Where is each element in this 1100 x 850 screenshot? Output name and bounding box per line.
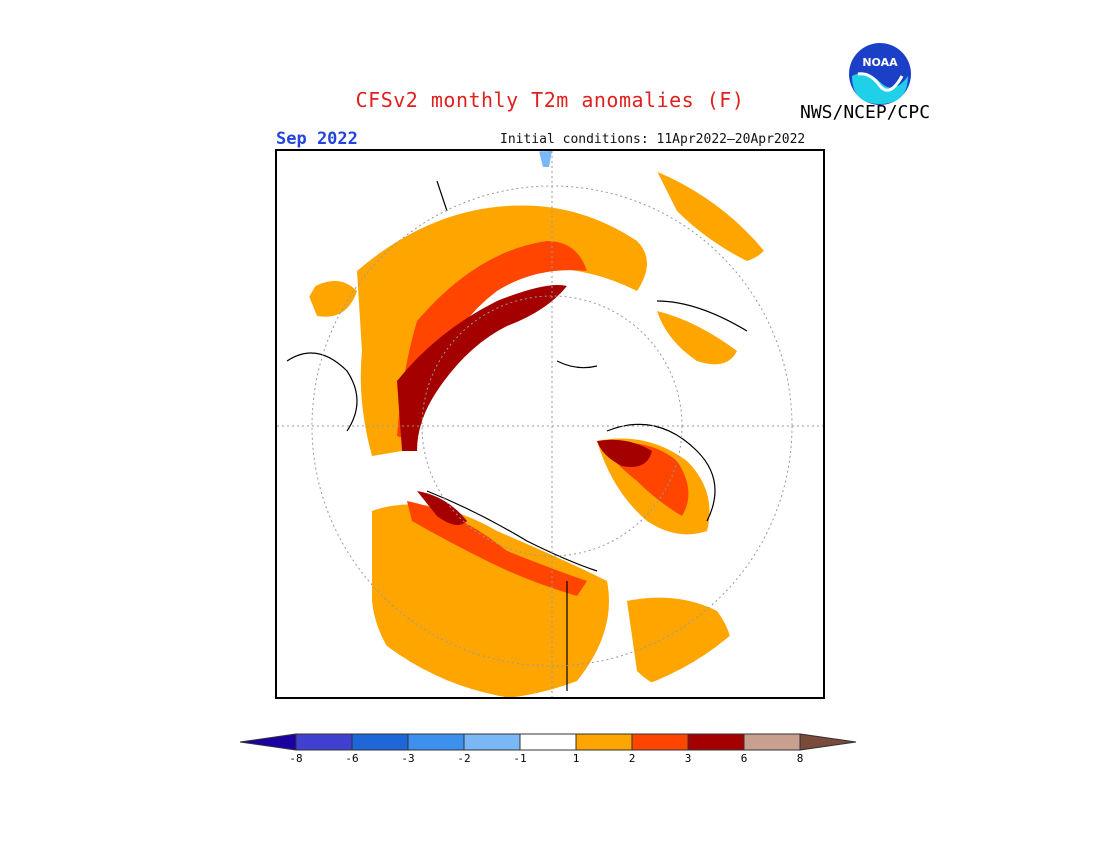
colorbar xyxy=(239,732,860,772)
colorbar-tick-label: -6 xyxy=(345,752,359,765)
colorbar-tick-label: -2 xyxy=(457,752,471,765)
colorbar-tick-label: 1 xyxy=(572,752,580,765)
colorbar-bin xyxy=(631,733,689,751)
anomaly-area-canada-max xyxy=(397,285,567,451)
anomaly-area-greenland xyxy=(657,171,770,261)
colorbar-arrow-right xyxy=(799,733,857,751)
colorbar-tick-label: 3 xyxy=(684,752,692,765)
colorbar-tick-label: -8 xyxy=(289,752,303,765)
colorbar-bin xyxy=(295,733,353,751)
colorbar-tick-label: -3 xyxy=(401,752,415,765)
svg-text:NOAA: NOAA xyxy=(862,56,898,69)
colorbar-tick-label: 2 xyxy=(628,752,636,765)
anomaly-area-siberia-max xyxy=(417,491,467,525)
anomaly-area-asia xyxy=(372,504,609,697)
colorbar-tick-label: -1 xyxy=(513,752,527,765)
colorbar-bin xyxy=(687,733,745,751)
anomaly-area-siberia-strong xyxy=(407,501,587,596)
noaa-logo: NOAA xyxy=(848,42,912,106)
anomaly-area-scandinavia-max xyxy=(597,439,652,467)
colorbar-bin xyxy=(575,733,633,751)
polar-map xyxy=(275,149,825,699)
agency-label: NWS/NCEP/CPC xyxy=(800,102,931,123)
colorbar-bin xyxy=(463,733,521,751)
colorbar-bin xyxy=(351,733,409,751)
anomaly-area-cold xyxy=(539,151,552,167)
forecast-month: Sep 2022 xyxy=(276,129,358,149)
colorbar-bin xyxy=(743,733,801,751)
colorbar-bin xyxy=(407,733,465,751)
anomaly-area-pacific xyxy=(307,281,357,317)
colorbar-tick-label: 8 xyxy=(796,752,804,765)
colorbar-arrow-left xyxy=(239,733,297,751)
anomaly-area-east-asia xyxy=(627,597,732,694)
map-title: CFSv2 monthly T2m anomalies (F) xyxy=(355,88,745,112)
coastline xyxy=(286,180,748,691)
anomaly-area-atlantic xyxy=(657,311,737,365)
initial-conditions: Initial conditions: 11Apr2022–20Apr2022 xyxy=(500,132,806,147)
colorbar-tick-label: 6 xyxy=(740,752,748,765)
colorbar-bin xyxy=(519,733,577,751)
